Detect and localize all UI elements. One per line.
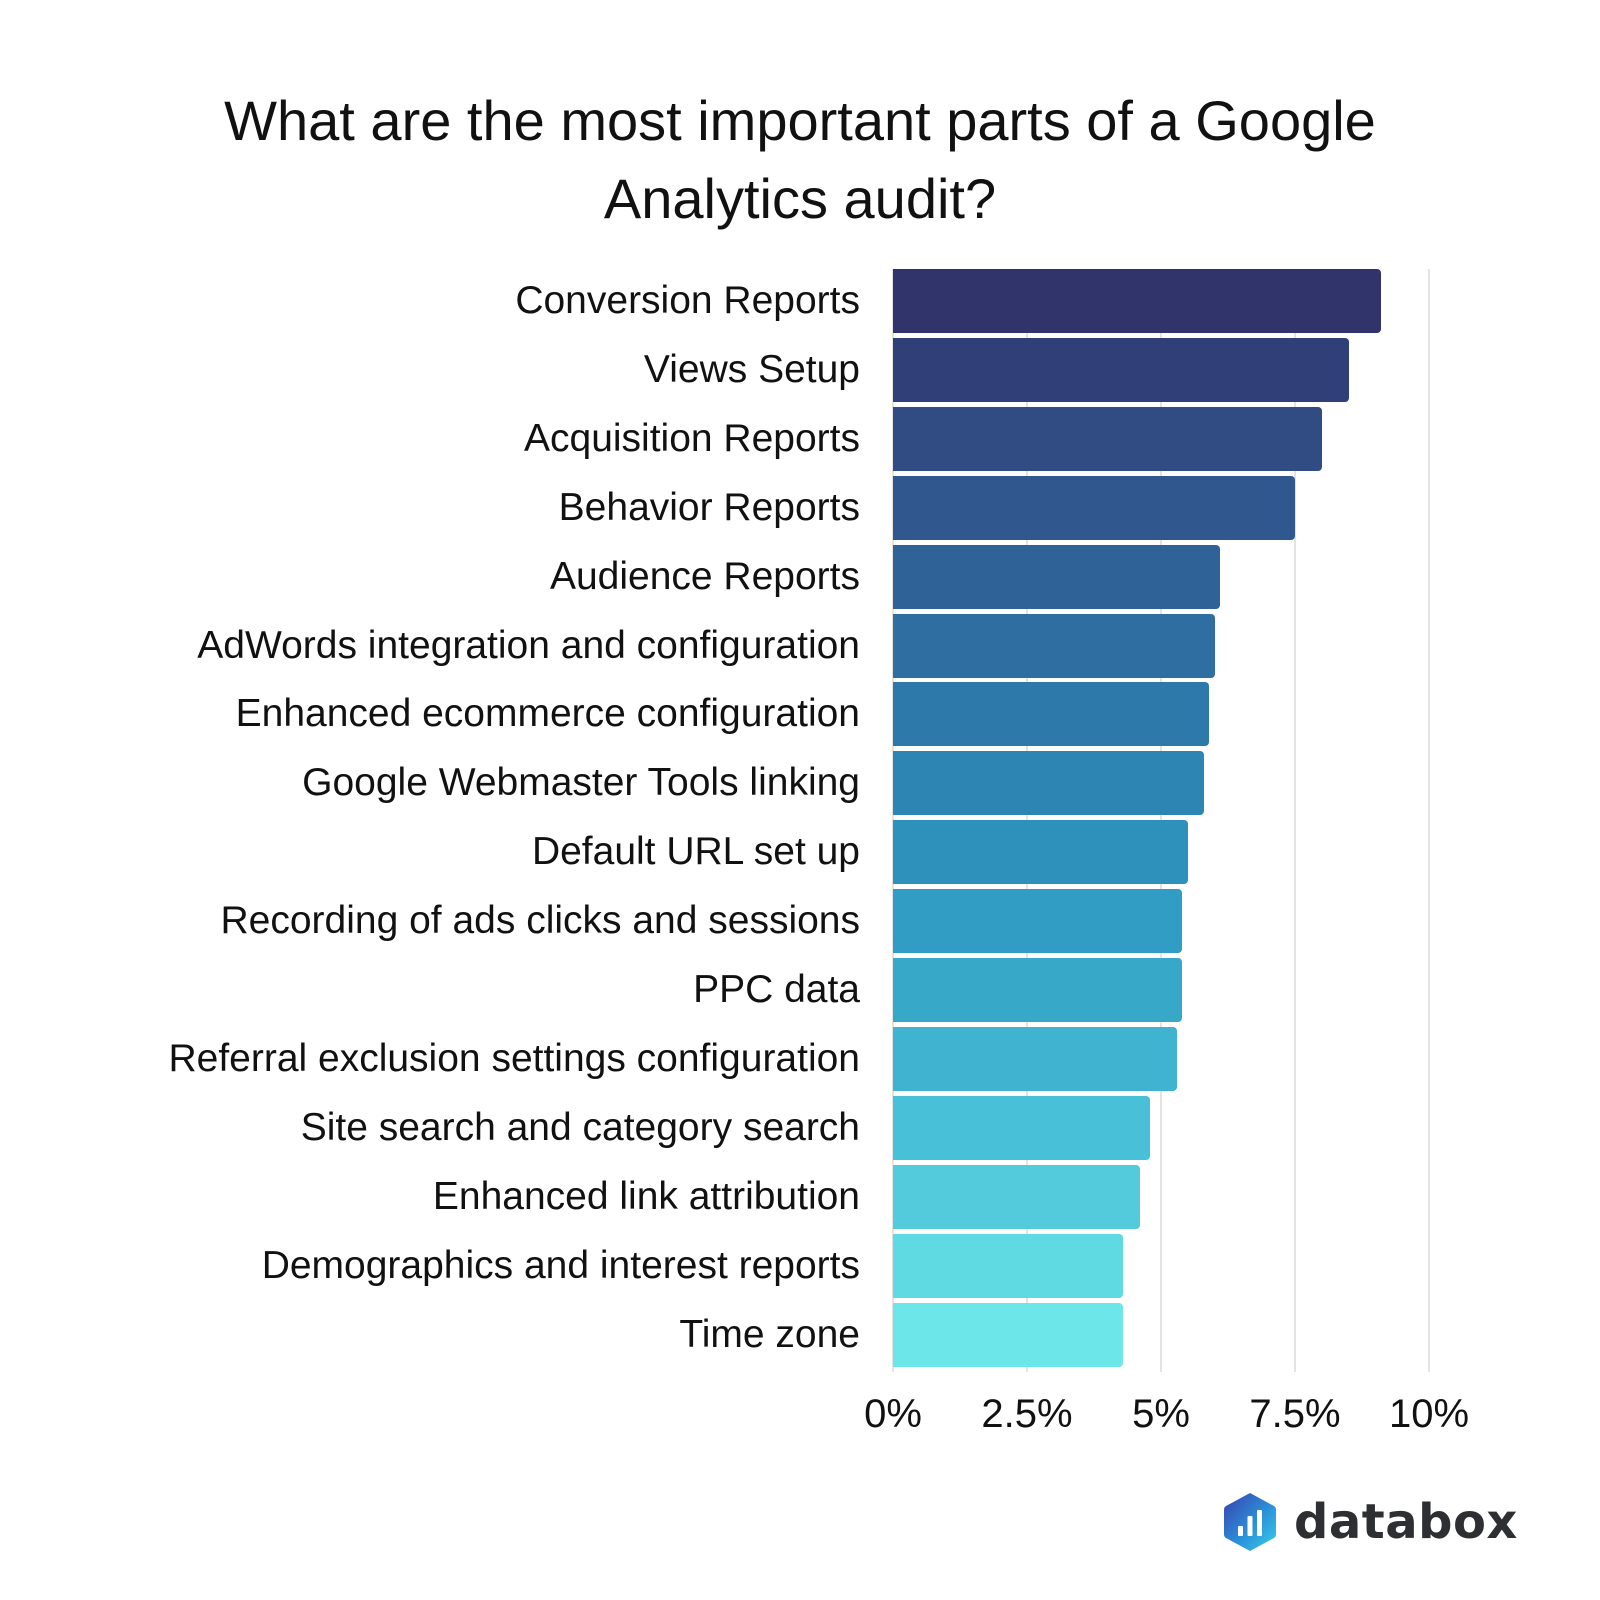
- chart-title: What are the most important parts of a G…: [0, 82, 1600, 238]
- chart-title-line-2: Analytics audit?: [603, 166, 997, 230]
- x-axis-tick-label: 5%: [1132, 1392, 1190, 1436]
- bar: [893, 751, 1204, 816]
- gridline: [1428, 269, 1430, 1372]
- category-label: Enhanced link attribution: [432, 1174, 860, 1218]
- category-label: Enhanced ecommerce configuration: [235, 692, 860, 736]
- bar: [893, 889, 1183, 954]
- bar: [893, 1095, 1151, 1160]
- category-label: Default URL set up: [531, 830, 860, 874]
- bar: [893, 1233, 1124, 1298]
- category-label: AdWords integration and configuration: [197, 623, 860, 667]
- category-label: Google Webmaster Tools linking: [302, 761, 860, 805]
- category-label: Views Setup: [643, 347, 860, 391]
- category-label: Time zone: [679, 1312, 860, 1356]
- bar: [893, 337, 1349, 402]
- bar: [893, 682, 1210, 747]
- x-axis-tick-label: 0%: [864, 1392, 922, 1436]
- x-axis-tick-label: 7.5%: [1249, 1392, 1341, 1436]
- category-label: Recording of ads clicks and sessions: [220, 899, 860, 943]
- category-label: Demographics and interest reports: [261, 1243, 860, 1287]
- category-label: Acquisition Reports: [524, 416, 860, 460]
- bar: [893, 269, 1381, 333]
- bar: [893, 1026, 1178, 1091]
- bar: [893, 958, 1183, 1022]
- category-label: PPC data: [693, 968, 860, 1011]
- x-axis-tick-label: 10%: [1388, 1392, 1470, 1436]
- bar: [893, 475, 1295, 540]
- bar: [893, 544, 1220, 609]
- category-label: Site search and category search: [300, 1105, 860, 1149]
- bar: [893, 820, 1188, 885]
- gridline: [1294, 269, 1296, 1372]
- bar: [893, 406, 1322, 471]
- databox-logo: databox: [1224, 1490, 1518, 1554]
- bar: [893, 1302, 1124, 1367]
- category-label: Behavior Reports: [558, 485, 860, 529]
- category-label: Referral exclusion settings configuratio…: [168, 1036, 860, 1080]
- databox-hexagon-bars-icon: [1224, 1493, 1276, 1551]
- category-label: Audience Reports: [549, 554, 860, 598]
- bar: [893, 1164, 1140, 1229]
- chart-title-line-1: What are the most important parts of a G…: [224, 88, 1376, 152]
- x-axis-tick-label: 2.5%: [981, 1392, 1073, 1436]
- bar: [893, 613, 1215, 678]
- databox-wordmark: databox: [1294, 1494, 1518, 1550]
- category-label: Conversion Reports: [515, 279, 860, 322]
